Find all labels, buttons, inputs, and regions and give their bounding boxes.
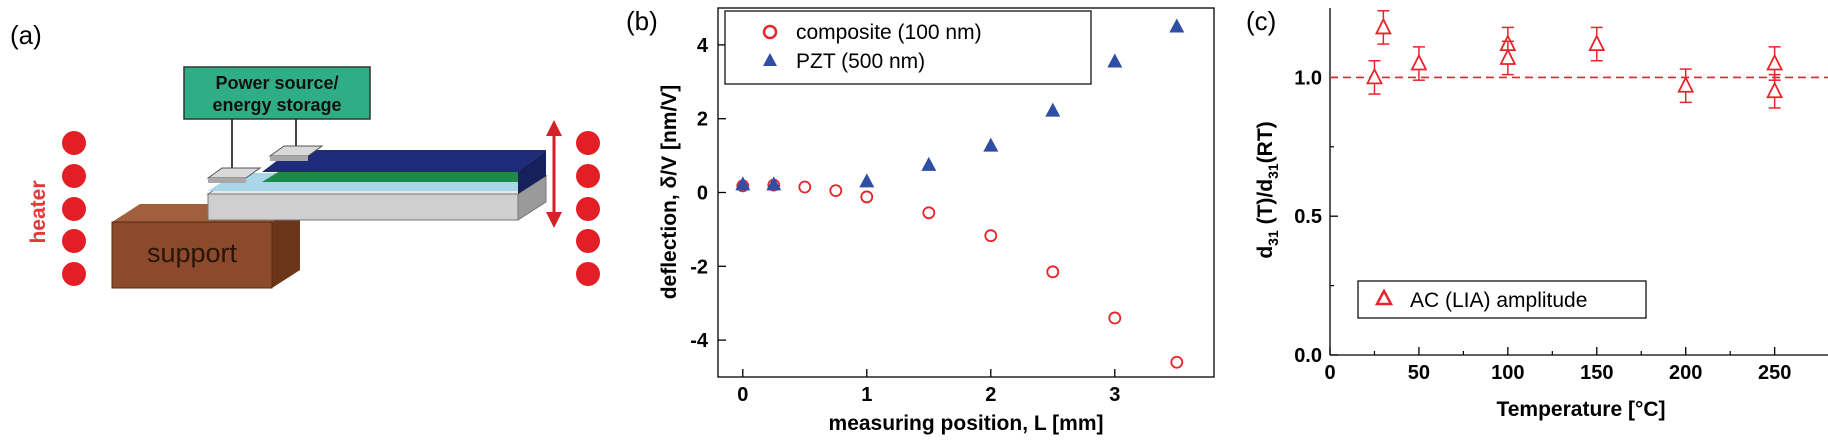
data-point [1410,53,1428,71]
data-point [1677,75,1695,93]
y-axis-title: d31 (T)/d31(RT) [1254,121,1281,258]
data-point [798,180,812,194]
y-tick-label: 0 [697,183,708,205]
heater-dot [62,262,86,286]
legend-marker-circle [762,24,778,40]
power-label-line2: energy storage [212,95,341,115]
heater-dot [576,131,600,155]
x-tick-label: 0 [1324,362,1335,384]
x-tick-label: 150 [1580,362,1613,384]
heater-dot [576,197,600,221]
y-tick-label: 2 [697,109,708,131]
mark-group [1366,10,1784,109]
data-point [1107,53,1123,68]
heater-dot [62,229,86,253]
panel-b: (b) 0 1 2 3 -4 -2 0 2 4 measuring position, L [m… [626,6,1215,435]
tick-group: 0 50 100 150 200 250 0.0 0.5 1.0 [1294,67,1791,384]
legend-label: PZT (500 nm) [796,50,925,73]
x-tick-label: 100 [1491,362,1524,384]
data-point [921,156,937,171]
heater-left [62,131,86,286]
x-tick-label: 3 [1109,384,1120,406]
legend-box [1357,280,1647,319]
data-point [735,176,751,191]
data-point [859,173,875,188]
data-point [1766,53,1784,71]
x-axis-title: measuring position, L [mm] [829,412,1104,435]
y-tick-label: 4 [697,35,709,57]
heater-right [576,131,600,286]
x-tick-label: 1 [861,384,872,406]
panel-a-label: (a) [10,20,42,50]
heater-dot [62,197,86,221]
x-tick-label: 200 [1669,362,1702,384]
contact-pad-edge [270,156,308,161]
x-tick-label: 50 [1408,362,1430,384]
x-tick-label: 250 [1758,362,1791,384]
heater-dot [576,262,600,286]
panel-b-label: (b) [626,6,658,36]
x-tick-label: 2 [985,384,996,406]
data-point [1169,18,1185,33]
heater-dot [576,229,600,253]
y-tick-label: -4 [690,330,709,352]
heater-dot [576,164,600,188]
heater-dot [62,131,86,155]
data-point [1046,265,1060,279]
data-point [1588,34,1606,51]
deflection-arrow [546,120,562,228]
heater-label: heater [27,180,50,243]
data-point [829,184,843,198]
y-tick-label: 0.0 [1294,345,1322,367]
panel-a: (a) heater support [10,20,600,289]
data-point [1170,355,1184,369]
x-axis-title: Temperature [°C] [1496,398,1665,421]
y-tick-label: -2 [690,256,708,278]
data-point [1108,311,1122,325]
legend-label: AC (LIA) amplitude [1410,289,1587,312]
data-point [922,206,936,220]
support-label: support [147,238,238,268]
legend-box [724,10,1092,85]
y-axis-title: deflection, δ/V [nm/V] [658,85,681,300]
data-point [860,190,874,204]
legend-marker-triangle [1374,288,1394,306]
cantilever [206,150,548,221]
data-point [1499,47,1517,65]
power-source-box: Power source/ energy storage [183,66,371,120]
x-tick-label: 0 [737,384,748,406]
data-point [1045,102,1061,117]
contact-pad-edge [208,178,246,183]
power-label-line1: Power source/ [215,73,338,93]
legend-marker-triangle [763,53,777,66]
data-point [984,229,998,243]
legend-label: composite (100 nm) [796,21,982,44]
mark-group [735,18,1185,369]
data-point [983,137,999,152]
data-point [1766,81,1784,99]
panel-c-label: (c) [1246,6,1276,36]
y-tick-label: 1.0 [1294,67,1322,89]
panel-c: (c) 0 50 100 150 200 250 0.0 0.5 1.0 Temperature… [1246,6,1828,421]
heater-dot [62,164,86,188]
data-point [766,176,782,191]
y-tick-label: 0.5 [1294,206,1322,228]
legend: composite (100 nm) PZT (500 nm) [724,10,1092,85]
support-block: support [111,204,300,289]
legend: AC (LIA) amplitude [1357,280,1647,319]
data-point [1374,17,1392,35]
tick-group: 0 1 2 3 -4 -2 0 2 4 [690,35,1120,406]
data-point [1366,67,1383,85]
